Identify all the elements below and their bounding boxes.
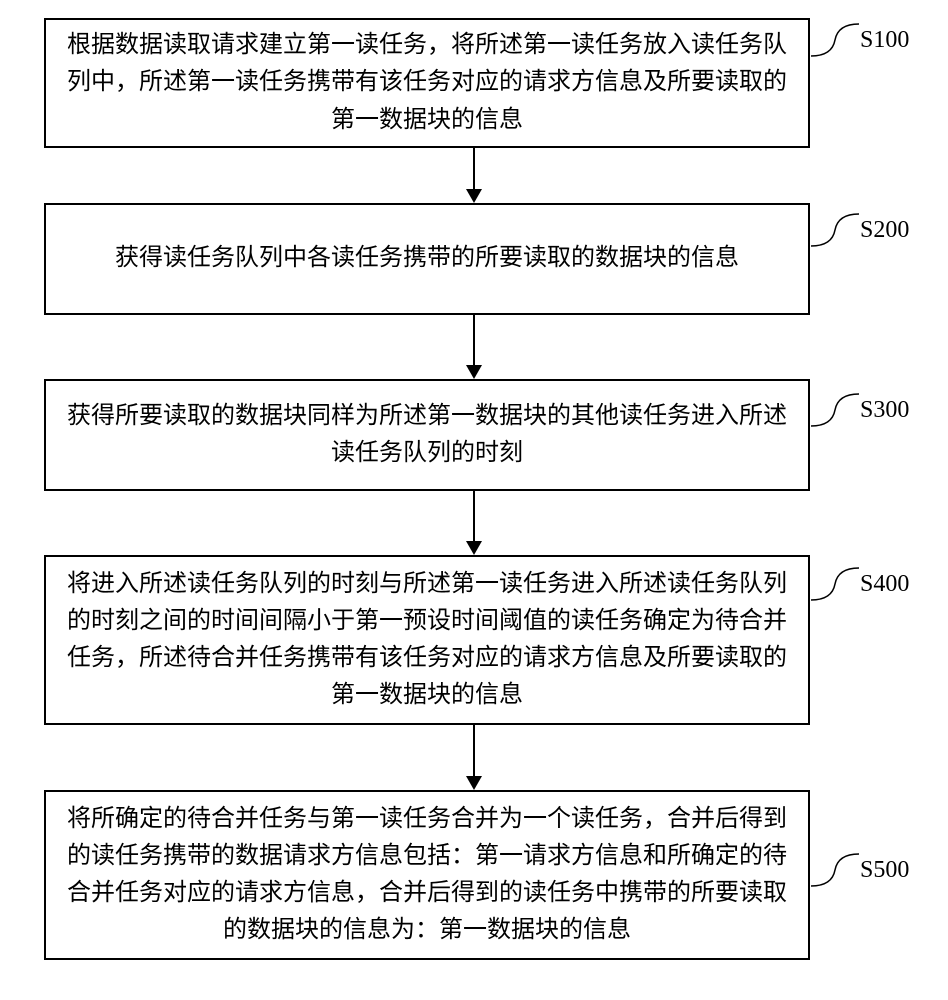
label-curve-icon bbox=[810, 566, 860, 602]
flow-node-label: S300 bbox=[860, 397, 909, 424]
flow-node-text: 将所确定的待合并任务与第一读任务合并为一个读任务，合并后得到的读任务携带的数据请… bbox=[64, 801, 790, 950]
flow-node-box: 将进入所述读任务队列的时刻与所述第一读任务进入所述读任务队列的时刻之间的时间间隔… bbox=[44, 555, 810, 725]
label-curve-icon bbox=[810, 22, 860, 58]
label-curve-icon bbox=[810, 392, 860, 428]
flow-node-label: S500 bbox=[860, 857, 909, 884]
flow-arrow bbox=[0, 725, 948, 790]
flow-node-box: 获得所要读取的数据块同样为所述第一数据块的其他读任务进入所述读任务队列的时刻 bbox=[44, 379, 810, 491]
flowchart-container: 根据数据读取请求建立第一读任务，将所述第一读任务放入读任务队列中，所述第一读任务… bbox=[0, 0, 948, 1000]
flow-arrow bbox=[0, 148, 948, 203]
flow-node-box: 根据数据读取请求建立第一读任务，将所述第一读任务放入读任务队列中，所述第一读任务… bbox=[44, 18, 810, 148]
flow-node-s200: 获得读任务队列中各读任务携带的所要读取的数据块的信息 bbox=[44, 203, 810, 315]
flow-node-s100: 根据数据读取请求建立第一读任务，将所述第一读任务放入读任务队列中，所述第一读任务… bbox=[44, 18, 810, 148]
flow-node-box: 将所确定的待合并任务与第一读任务合并为一个读任务，合并后得到的读任务携带的数据请… bbox=[44, 790, 810, 960]
flow-node-text: 将进入所述读任务队列的时刻与所述第一读任务进入所述读任务队列的时刻之间的时间间隔… bbox=[64, 566, 790, 715]
flow-node-box: 获得读任务队列中各读任务携带的所要读取的数据块的信息 bbox=[44, 203, 810, 315]
label-curve-icon bbox=[810, 212, 860, 248]
flow-node-label: S400 bbox=[860, 571, 909, 598]
flow-node-s500: 将所确定的待合并任务与第一读任务合并为一个读任务，合并后得到的读任务携带的数据请… bbox=[44, 790, 810, 960]
flow-arrow bbox=[0, 491, 948, 555]
flow-node-label-group: S500 bbox=[810, 852, 909, 888]
flow-node-label: S200 bbox=[860, 217, 909, 244]
flow-node-text: 获得所要读取的数据块同样为所述第一数据块的其他读任务进入所述读任务队列的时刻 bbox=[64, 398, 790, 472]
flow-node-label-group: S100 bbox=[810, 22, 909, 58]
flow-arrow bbox=[0, 315, 948, 379]
label-curve-icon bbox=[810, 852, 860, 888]
flow-node-text: 根据数据读取请求建立第一读任务，将所述第一读任务放入读任务队列中，所述第一读任务… bbox=[64, 27, 790, 139]
flow-node-s400: 将进入所述读任务队列的时刻与所述第一读任务进入所述读任务队列的时刻之间的时间间隔… bbox=[44, 555, 810, 725]
flow-node-label-group: S300 bbox=[810, 392, 909, 428]
flow-node-label-group: S400 bbox=[810, 566, 909, 602]
flow-node-text: 获得读任务队列中各读任务携带的所要读取的数据块的信息 bbox=[115, 240, 739, 277]
flow-node-s300: 获得所要读取的数据块同样为所述第一数据块的其他读任务进入所述读任务队列的时刻 bbox=[44, 379, 810, 491]
flow-node-label: S100 bbox=[860, 27, 909, 54]
flow-node-label-group: S200 bbox=[810, 212, 909, 248]
